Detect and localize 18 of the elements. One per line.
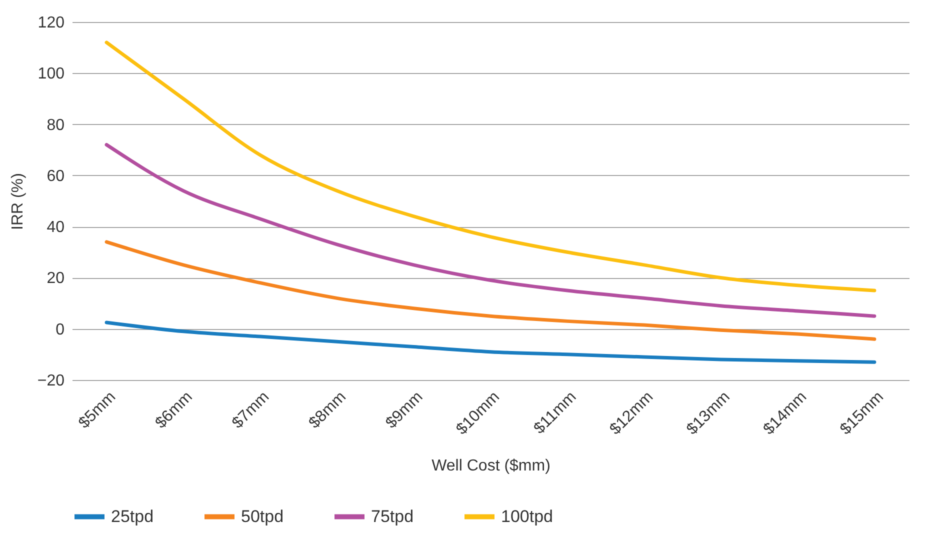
y-axis-title: IRR (%)	[9, 173, 26, 230]
y-tick-label: 100	[38, 66, 65, 83]
line-series	[104, 142, 876, 318]
y-tick-label: 40	[46, 219, 65, 236]
y-tick-label: 60	[46, 168, 65, 185]
line-series	[104, 320, 876, 364]
legend-label: 25tpd	[111, 506, 154, 526]
y-tick-label: 0	[56, 321, 65, 338]
y-tick-label: 80	[46, 116, 65, 134]
x-axis-title: Well Cost ($mm)	[432, 458, 550, 475]
y-tick-label: −20	[37, 372, 65, 390]
y-tick-label: 20	[46, 270, 65, 288]
legend-label: 50tpd	[241, 506, 284, 526]
line-series	[104, 240, 876, 341]
line-series	[104, 40, 876, 292]
legend-label: 100tpd	[501, 506, 553, 526]
legend-label: 75tpd	[371, 506, 414, 526]
y-tick-label: 120	[38, 14, 65, 32]
